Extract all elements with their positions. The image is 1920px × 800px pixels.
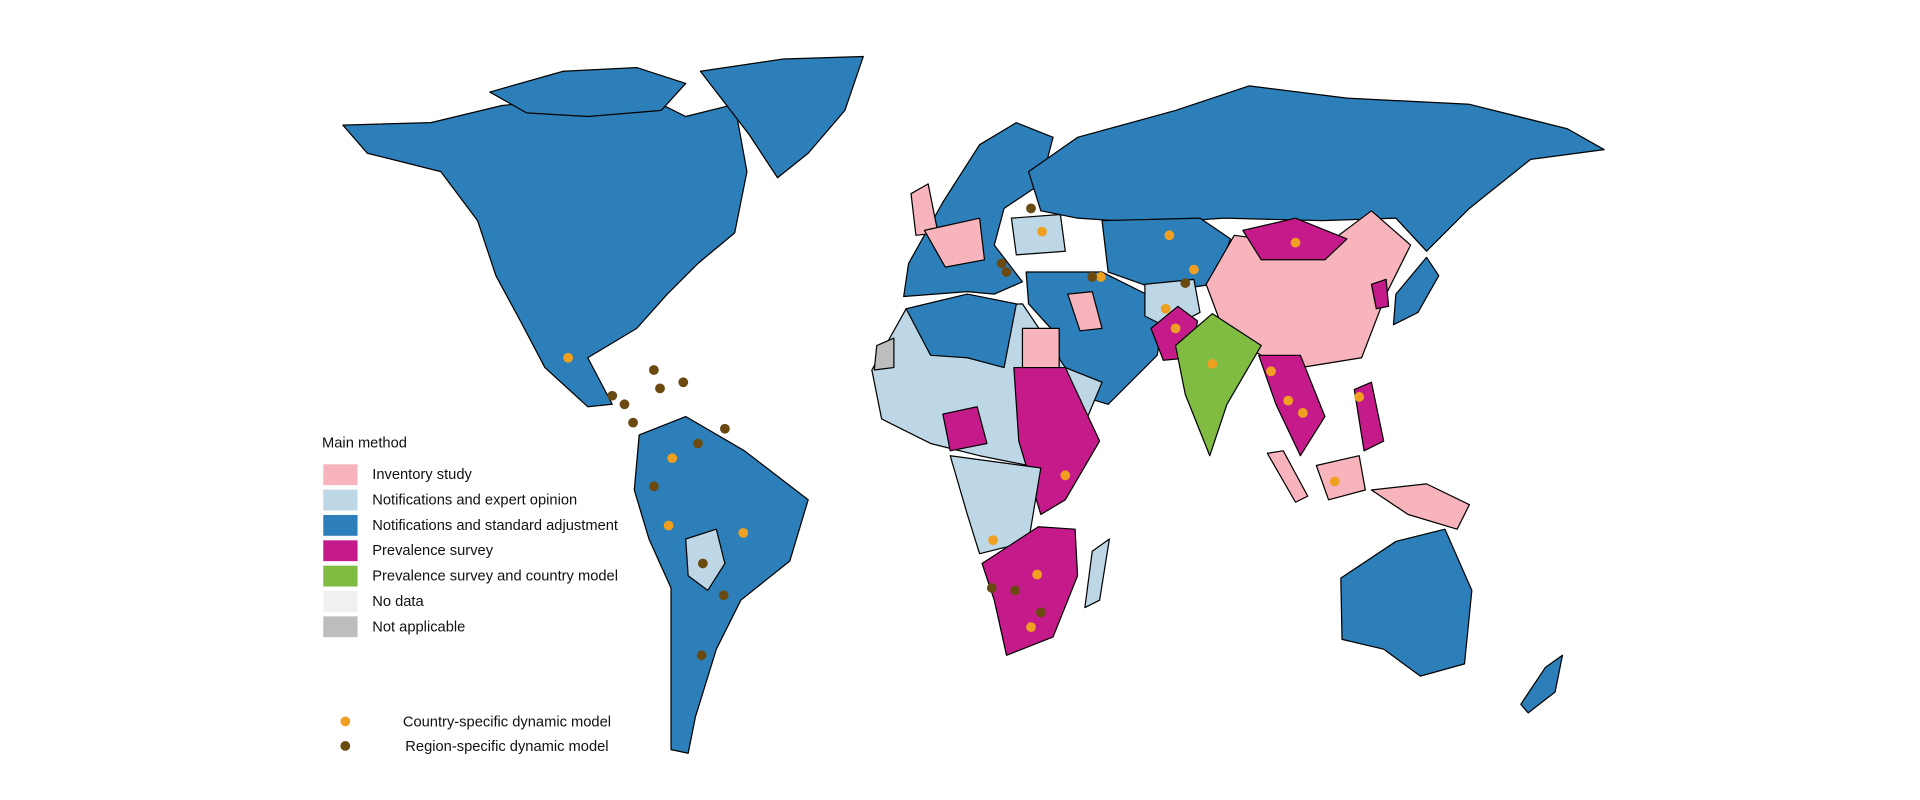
model-dot: [1207, 358, 1218, 369]
model-dot: [693, 438, 703, 449]
new-zealand: [1520, 654, 1564, 714]
sumatra: [1266, 450, 1309, 503]
model-dot: [1290, 237, 1301, 248]
model-dot: [720, 423, 730, 434]
legend-marker-label: Region-specific dynamic model: [405, 739, 608, 755]
legend-label: Notifications and standard adjustment: [372, 518, 618, 534]
legend-marker-label: Country-specific dynamic model: [403, 715, 611, 731]
legend-marker: [340, 716, 351, 727]
model-dot: [628, 417, 638, 428]
model-dot: [1329, 476, 1340, 487]
indonesia-east: [1370, 483, 1471, 530]
legend-label: No data: [372, 594, 424, 610]
nigeria: [942, 406, 988, 452]
legend-label: Not applicable: [372, 619, 465, 635]
middle-east: [1025, 271, 1167, 405]
model-dot: [697, 558, 708, 569]
madagascar: [1084, 538, 1110, 609]
countries: [342, 55, 1605, 754]
korea: [1370, 278, 1390, 310]
central-africa: [949, 455, 1042, 555]
model-dot: [678, 377, 689, 388]
model-dot: [1001, 267, 1012, 277]
model-dot: [648, 481, 659, 492]
legend-label: Inventory study: [372, 467, 472, 483]
legend-title: Main method: [322, 435, 407, 451]
model-dot: [648, 365, 659, 375]
greenland: [699, 55, 864, 179]
model-dot: [988, 535, 998, 546]
model-dot: [619, 399, 630, 410]
legend-marker: [340, 741, 351, 751]
model-dot: [1266, 366, 1276, 377]
model-dot: [607, 390, 618, 401]
japan: [1392, 256, 1440, 326]
legend-swatch: [323, 591, 358, 612]
model-dot: [986, 583, 997, 593]
legend-swatch: [323, 489, 358, 511]
north-america: [342, 97, 748, 408]
model-dot: [696, 650, 707, 661]
legend: Main method Inventory study Notifications…: [322, 435, 618, 755]
model-dot: [1095, 272, 1106, 282]
model-dot: [1035, 607, 1046, 618]
model-dot: [1026, 203, 1036, 214]
model-dot: [1026, 622, 1036, 633]
model-dot: [1060, 470, 1071, 481]
model-dot: [655, 383, 665, 394]
model-dot: [718, 590, 729, 601]
model-dot: [1180, 278, 1191, 288]
western-europe: [923, 217, 986, 268]
southeast-asia: [1258, 354, 1326, 457]
model-dot: [996, 258, 1007, 269]
model-dot: [1297, 407, 1308, 418]
model-dot: [738, 527, 749, 538]
model-markers: [563, 203, 1365, 661]
legend-label: Notifications and expert opinion: [372, 493, 577, 509]
uk: [910, 183, 939, 236]
model-dot: [1032, 569, 1043, 580]
legend-swatch: [323, 565, 358, 587]
model-dot: [1164, 230, 1175, 241]
legend-swatch: [323, 464, 358, 486]
legend-swatch: [323, 616, 358, 638]
model-dot: [1037, 226, 1047, 237]
south-america: [633, 415, 809, 754]
western-sahara: [873, 337, 895, 371]
model-dot: [1087, 272, 1098, 282]
india: [1174, 313, 1262, 457]
model-dot: [563, 352, 574, 363]
model-dot: [667, 453, 678, 464]
model-dot: [1283, 395, 1294, 406]
model-dot: [663, 520, 674, 531]
egypt: [1021, 327, 1060, 369]
model-dot: [1188, 264, 1199, 275]
arctic-islands: [489, 66, 687, 118]
iraq: [1067, 291, 1103, 332]
model-dot: [1160, 303, 1171, 314]
model-dot: [1010, 585, 1020, 596]
model-dot: [1354, 392, 1365, 402]
model-dot: [1170, 323, 1181, 334]
legend-swatch: [323, 514, 358, 536]
australia: [1340, 528, 1473, 677]
legend-label: Prevalence survey and country model: [372, 569, 618, 585]
southern-africa: [981, 526, 1079, 656]
legend-label: Prevalence survey: [372, 543, 493, 559]
legend-swatch: [323, 540, 358, 562]
borneo: [1315, 455, 1366, 501]
maghreb: [905, 293, 1017, 369]
